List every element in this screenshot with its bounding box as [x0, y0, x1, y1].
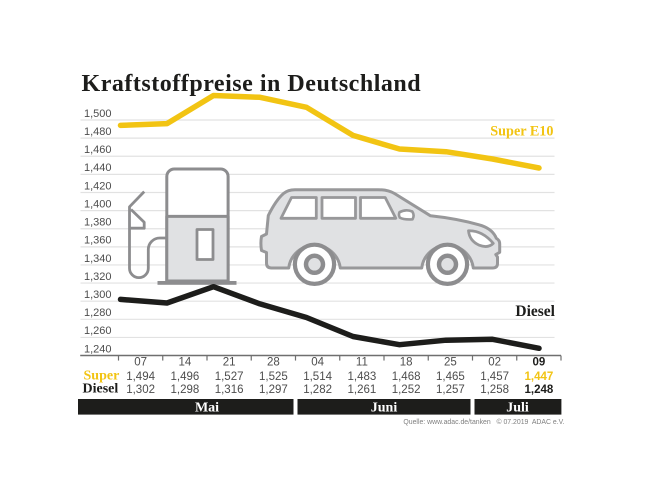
svg-text:Mai: Mai: [195, 400, 219, 415]
svg-text:1,494: 1,494: [126, 371, 155, 383]
svg-text:1,252: 1,252: [392, 384, 421, 396]
svg-text:Quelle: www.adac.de/tanken ©: Quelle: www.adac.de/tanken © 07.2019 ADA…: [403, 418, 564, 426]
svg-text:1,380: 1,380: [84, 217, 112, 229]
svg-text:1,240: 1,240: [84, 343, 112, 355]
svg-text:18: 18: [400, 357, 413, 369]
svg-text:25: 25: [444, 357, 457, 369]
svg-text:1,248: 1,248: [525, 384, 554, 396]
svg-text:1,400: 1,400: [84, 198, 112, 210]
svg-text:1,496: 1,496: [171, 371, 200, 383]
svg-text:1,320: 1,320: [84, 271, 112, 283]
svg-text:1,298: 1,298: [171, 384, 200, 396]
svg-text:09: 09: [533, 357, 546, 369]
svg-text:1,500: 1,500: [84, 108, 112, 120]
svg-text:1,300: 1,300: [84, 289, 112, 301]
svg-text:Super: Super: [84, 369, 120, 384]
svg-text:1,460: 1,460: [84, 144, 112, 156]
svg-text:1,483: 1,483: [348, 371, 377, 383]
svg-text:1,302: 1,302: [126, 384, 155, 396]
svg-text:1,525: 1,525: [259, 371, 288, 383]
svg-text:04: 04: [311, 357, 324, 369]
svg-text:1,465: 1,465: [436, 371, 465, 383]
svg-text:11: 11: [356, 357, 368, 369]
svg-text:1,527: 1,527: [215, 371, 244, 383]
svg-text:1,282: 1,282: [303, 384, 332, 396]
svg-text:02: 02: [488, 357, 501, 369]
svg-text:Super E10: Super E10: [490, 124, 553, 140]
svg-text:07: 07: [134, 357, 147, 369]
svg-text:1,340: 1,340: [84, 253, 112, 265]
svg-text:Kraftstoffpreise in Deutschlan: Kraftstoffpreise in Deutschland: [82, 71, 422, 97]
svg-text:1,316: 1,316: [215, 384, 244, 396]
svg-text:1,468: 1,468: [392, 371, 421, 383]
svg-text:1,440: 1,440: [84, 162, 112, 174]
svg-text:1,420: 1,420: [84, 180, 112, 192]
svg-text:Diesel: Diesel: [515, 303, 555, 320]
svg-text:1,480: 1,480: [84, 126, 112, 138]
svg-text:1,360: 1,360: [84, 235, 112, 247]
svg-text:14: 14: [179, 357, 192, 369]
svg-text:28: 28: [267, 357, 280, 369]
svg-text:1,514: 1,514: [303, 371, 332, 383]
svg-text:Diesel: Diesel: [83, 382, 119, 397]
svg-text:1,261: 1,261: [348, 384, 377, 396]
svg-text:1,260: 1,260: [84, 325, 112, 337]
svg-text:1,447: 1,447: [525, 371, 554, 383]
svg-text:1,280: 1,280: [84, 307, 112, 319]
svg-text:1,257: 1,257: [436, 384, 465, 396]
svg-text:Juli: Juli: [506, 400, 529, 415]
svg-text:Juni: Juni: [371, 400, 398, 415]
svg-text:1,258: 1,258: [480, 384, 509, 396]
svg-text:1,457: 1,457: [480, 371, 509, 383]
svg-text:1,297: 1,297: [259, 384, 288, 396]
svg-text:21: 21: [223, 357, 236, 369]
